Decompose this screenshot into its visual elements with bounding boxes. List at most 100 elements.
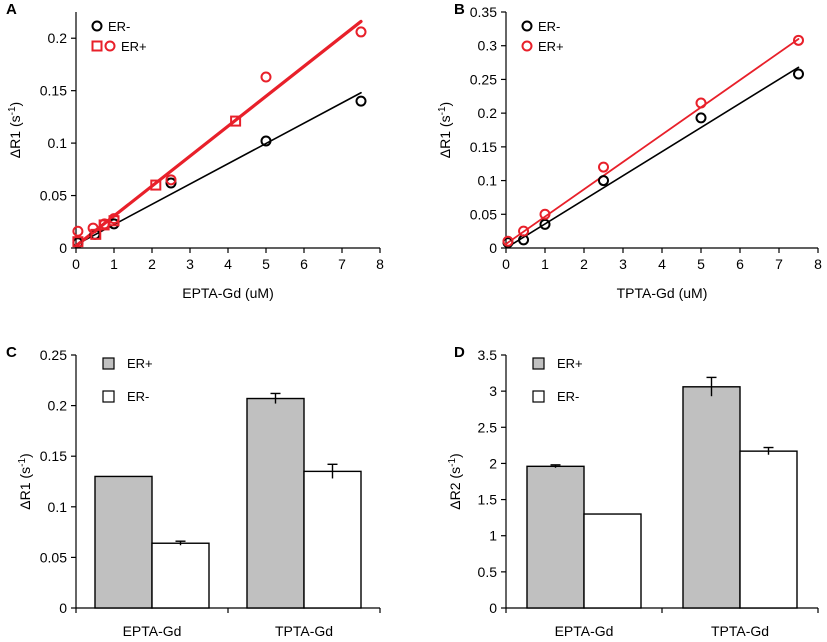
data-point-erplus xyxy=(502,235,514,247)
y-tick-label: 3.5 xyxy=(478,347,498,363)
y-tick-label: 0 xyxy=(59,240,67,256)
data-point-erminus xyxy=(598,175,609,187)
x-axis-title: TPTA-Gd (uM) xyxy=(617,285,708,301)
x-category-label: TPTA-Gd xyxy=(275,623,333,639)
data-point-erminus xyxy=(793,68,804,80)
data-point-erplus xyxy=(150,179,162,191)
data-point-erplus xyxy=(230,115,242,127)
bar-erminus xyxy=(739,450,798,609)
legend-marker xyxy=(521,20,533,32)
x-tick-label: 7 xyxy=(338,256,346,272)
fit-line-erplus xyxy=(505,38,800,245)
legend-swatch xyxy=(102,390,115,403)
data-point-erplus xyxy=(539,208,551,220)
y-axis-title-superscript: -1 xyxy=(17,458,28,467)
y-tick-label: 0.1 xyxy=(48,135,68,151)
legend-marker xyxy=(91,20,103,32)
y-axis-title-superscript: -1 xyxy=(437,106,448,115)
y-tick-label: 0.3 xyxy=(478,38,498,54)
y-tick-label: 0.1 xyxy=(48,499,68,515)
x-tick-label: 6 xyxy=(300,256,308,272)
y-tick-label: 2 xyxy=(489,455,497,471)
data-point-erplus xyxy=(90,228,102,240)
panel-c: C 0 0.05 0.1 0.15 0.2 0.25 EPTA-Gd TPTA-Gd ΔR1 (s… xyxy=(6,344,381,639)
legend-label: ER- xyxy=(538,19,560,34)
y-axis-title: ΔR1 (s-1) xyxy=(17,453,33,509)
x-tick-label: 3 xyxy=(619,256,627,272)
panel-d: D 0 0.5 1 1.5 2 2.5 3 3.5 EPTA-Gd TPTA-Gd ΔR2 (s-1)… xyxy=(447,344,819,639)
x-category-label: EPTA-Gd xyxy=(555,623,614,639)
legend-label: ER- xyxy=(108,19,130,34)
legend-swatch xyxy=(102,357,115,370)
data-point-erplus xyxy=(355,26,367,38)
y-tick-label: 0.25 xyxy=(40,347,67,363)
y-axis-title-end: ) xyxy=(447,453,463,458)
y-axis-title: ΔR2 (s-1) xyxy=(447,453,463,509)
data-point-erplus xyxy=(518,225,530,237)
panel-letter: D xyxy=(454,344,465,361)
data-point-erminus xyxy=(260,135,272,147)
data-point-erplus xyxy=(72,225,84,237)
data-point-erplus xyxy=(793,34,804,46)
x-tick-label: 3 xyxy=(186,256,194,272)
y-tick-label: 0.05 xyxy=(40,188,67,204)
legend-label: ER- xyxy=(557,389,579,404)
bar-erplus xyxy=(526,465,585,609)
data-point-erplus xyxy=(99,218,110,230)
panel-letter: C xyxy=(6,344,17,361)
legend-label: ER+ xyxy=(557,356,583,371)
data-point-erplus xyxy=(72,236,84,248)
data-point-erplus xyxy=(695,97,707,109)
y-tick-label: 0 xyxy=(59,600,67,616)
panel-a: A 0 0.05 0.1 0.15 0.2 0 1 2 3 4 5 6 7 8 EPTA-Gd (uM) ΔR1… xyxy=(6,1,384,301)
y-tick-label: 0.15 xyxy=(40,448,67,464)
y-axis-title-superscript: -1 xyxy=(7,106,18,115)
legend-marker xyxy=(521,40,533,52)
data-point-erplus xyxy=(260,71,272,83)
y-tick-label: 2.5 xyxy=(478,419,498,435)
bar-erplus xyxy=(94,475,153,609)
x-tick-label: 8 xyxy=(376,256,384,272)
bar-erminus xyxy=(151,542,210,609)
bar-erminus xyxy=(303,470,362,609)
legend-swatch xyxy=(532,357,545,370)
x-category-label: TPTA-Gd xyxy=(711,623,769,639)
x-tick-label: 6 xyxy=(736,256,744,272)
legend-label: ER+ xyxy=(538,39,564,54)
x-tick-label: 4 xyxy=(224,256,232,272)
y-tick-label: 0.25 xyxy=(470,71,497,87)
y-tick-label: 0 xyxy=(489,240,497,256)
y-tick-label: 1 xyxy=(489,528,497,544)
y-axis-title-superscript: -1 xyxy=(447,458,458,467)
legend-label: ER+ xyxy=(121,39,147,54)
y-tick-label: 0.2 xyxy=(48,30,68,46)
y-axis-title-main: ΔR1 (s xyxy=(7,115,23,158)
y-tick-label: 0.15 xyxy=(470,139,497,155)
data-point-erminus xyxy=(539,218,551,230)
x-tick-label: 5 xyxy=(262,256,270,272)
x-tick-label: 1 xyxy=(541,256,549,272)
x-tick-label: 8 xyxy=(814,256,822,272)
fit-line-erminus xyxy=(75,91,362,246)
y-tick-label: 3 xyxy=(489,383,497,399)
y-axis-title-end: ) xyxy=(17,453,33,458)
legend-label: ER+ xyxy=(127,356,153,371)
legend-marker xyxy=(104,40,116,52)
data-point-erplus xyxy=(87,222,99,234)
legend-label: ER- xyxy=(127,389,149,404)
data-point-erminus xyxy=(355,95,367,107)
fit-line-erminus xyxy=(505,66,800,249)
fit-line-erplus xyxy=(74,19,363,248)
x-tick-label: 4 xyxy=(658,256,666,272)
y-tick-label: 0.35 xyxy=(470,4,497,20)
legend-swatch xyxy=(532,390,545,403)
x-tick-label: 5 xyxy=(697,256,705,272)
x-axis-title: EPTA-Gd (uM) xyxy=(182,285,274,301)
data-point-erplus xyxy=(165,174,177,186)
panel-letter: A xyxy=(6,1,17,18)
y-tick-label: 0.05 xyxy=(40,549,67,565)
y-axis-title: ΔR1 (s-1) xyxy=(437,102,453,158)
panel-letter: B xyxy=(454,1,465,18)
y-axis-title-main: ΔR2 (s xyxy=(447,467,463,510)
